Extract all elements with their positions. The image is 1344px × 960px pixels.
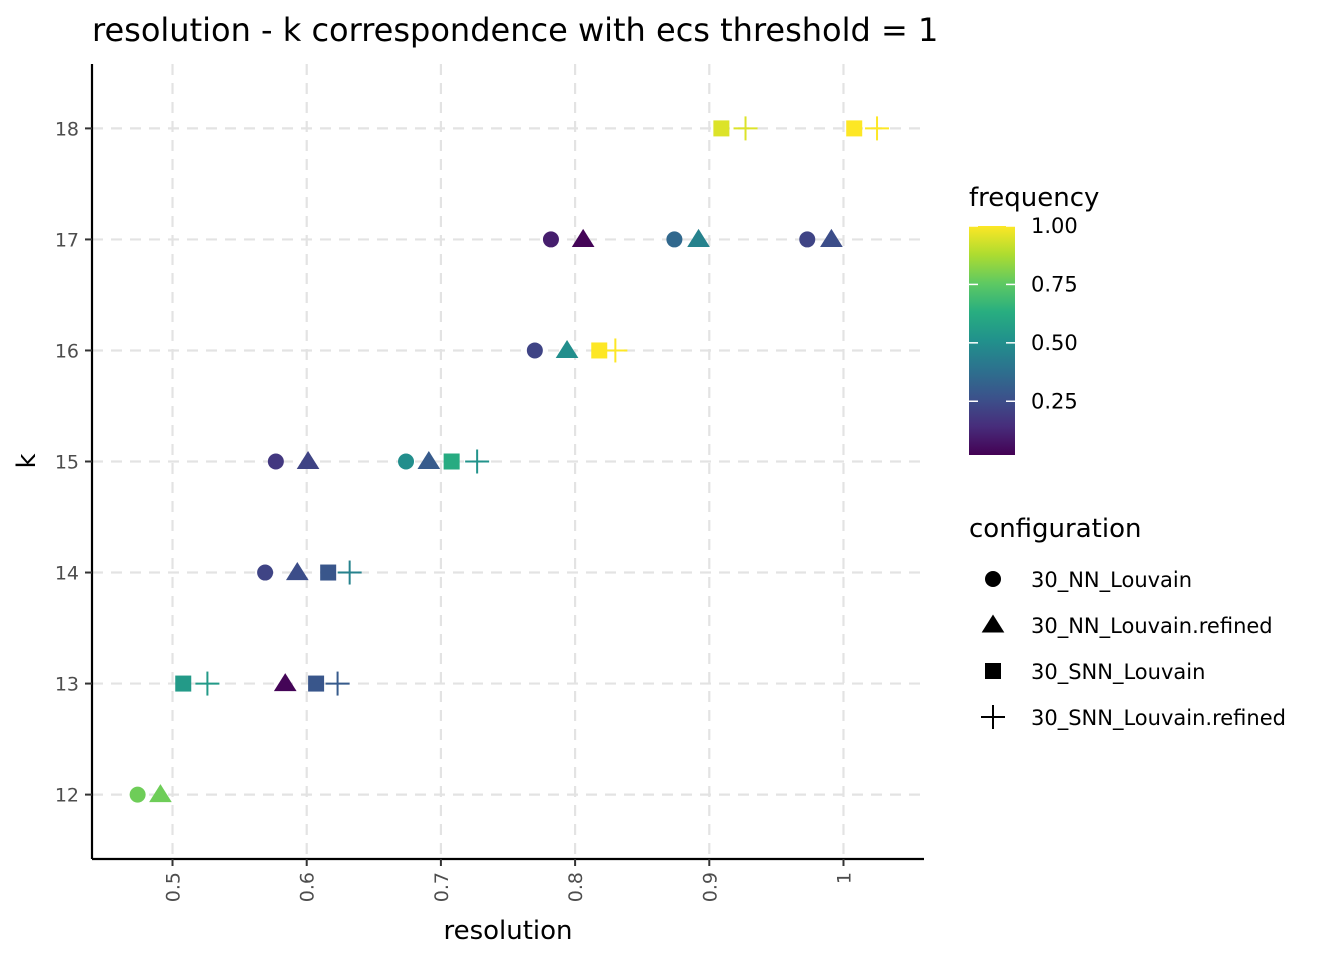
point-circle <box>799 231 816 248</box>
frequency-colorbar <box>969 226 1015 455</box>
point-square <box>443 453 460 470</box>
point-plus <box>733 116 758 141</box>
y-tick-label: 16 <box>55 340 79 362</box>
point-circle <box>257 564 274 581</box>
x-tick-label: 0.7 <box>431 872 453 902</box>
configuration-legend: configuration 30_NN_Louvain 30_NN_Louvain… <box>969 514 1286 731</box>
chart-title: resolution - k correspondence with ecs t… <box>92 11 938 49</box>
y-tick-label: 12 <box>55 785 79 807</box>
point-triangle <box>571 228 595 247</box>
point-triangle <box>820 228 843 247</box>
colorbar-tick-label: 0.75 <box>1031 272 1078 296</box>
point-plus <box>337 560 362 585</box>
frequency-legend: frequency 0.25 0.50 0.75 1.00 <box>969 183 1099 455</box>
point-triangle <box>149 784 172 803</box>
frequency-legend-title: frequency <box>969 183 1099 213</box>
legend-key-square <box>985 663 1001 679</box>
x-tick-label: 0.5 <box>163 872 185 902</box>
y-tick-label: 17 <box>55 229 79 251</box>
y-tick-label: 13 <box>55 674 79 696</box>
point-plus <box>865 116 890 141</box>
legend-label: 30_NN_Louvain.refined <box>1031 614 1273 639</box>
colorbar-tick-label: 0.25 <box>1031 389 1078 413</box>
point-plus <box>603 338 628 363</box>
point-triangle <box>273 673 297 692</box>
legend-key-triangle <box>981 614 1005 633</box>
x-tick-label: 0.9 <box>699 872 721 902</box>
point-plus <box>465 449 490 474</box>
x-tick-label: 1 <box>833 872 855 884</box>
colorbar-tick-label: 1.00 <box>1031 214 1078 238</box>
ticks: 12 13 14 15 16 17 18 0.5 0.6 0.7 0.8 0.9 1 <box>55 118 856 902</box>
colorbar-tick-label: 0.50 <box>1031 331 1078 355</box>
y-tick-label: 15 <box>55 452 79 474</box>
legend-label: 30_NN_Louvain <box>1031 568 1192 593</box>
point-triangle <box>687 228 710 247</box>
legend-key-circle <box>985 571 1001 587</box>
legend-label: 30_SNN_Louvain <box>1031 660 1205 685</box>
point-square <box>320 564 337 581</box>
configuration-legend-title: configuration <box>969 514 1141 544</box>
point-circle <box>129 786 146 803</box>
point-square <box>713 120 730 137</box>
point-triangle <box>555 339 579 359</box>
point-circle <box>526 342 543 359</box>
grid <box>92 64 924 859</box>
legend-label: 30_SNN_Louvain.refined <box>1031 706 1286 731</box>
point-circle <box>267 453 284 470</box>
point-square <box>308 675 325 692</box>
y-tick-label: 18 <box>55 118 79 140</box>
x-tick-label: 0.8 <box>565 872 587 902</box>
legend-key-plus <box>981 705 1005 729</box>
point-plus <box>325 671 350 696</box>
y-axis-title: k <box>12 453 42 468</box>
point-circle <box>542 231 559 248</box>
x-axis-title: resolution <box>443 916 572 946</box>
x-tick-label: 0.6 <box>297 872 319 902</box>
point-triangle <box>285 562 309 581</box>
point-triangle <box>417 451 441 470</box>
point-circle <box>398 453 415 470</box>
point-square <box>846 120 863 137</box>
point-square <box>591 342 608 359</box>
point-circle <box>666 231 683 248</box>
point-plus <box>195 671 220 696</box>
point-triangle <box>296 451 320 470</box>
y-tick-label: 14 <box>55 563 79 585</box>
point-square <box>175 675 192 692</box>
data-points <box>129 116 890 803</box>
